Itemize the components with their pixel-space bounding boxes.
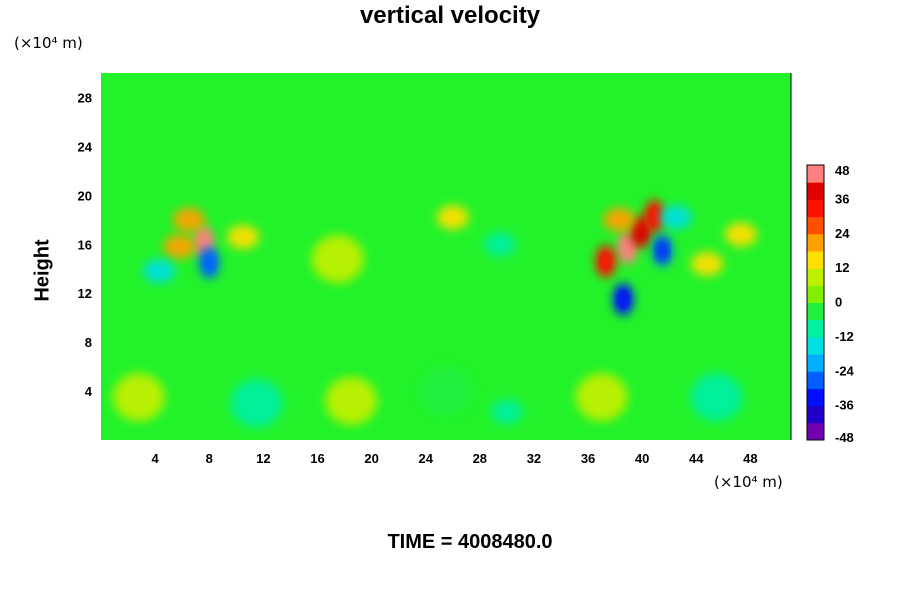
field-feature [595,245,616,278]
colorbar-tick-label: 48 [835,163,849,178]
field-feature [613,283,634,316]
field-feature [199,246,220,279]
colorbar-segment [807,405,824,424]
field-feature [484,232,517,257]
colorbar-segment [807,199,824,218]
field-feature [112,373,165,422]
colorbar [806,164,825,441]
colorbar-tick-label: -36 [835,398,854,413]
colorbar-segment [807,182,824,200]
field-feature [603,207,636,232]
y-tick-labels: 4 8 12 16 20 24 28 [78,90,93,399]
colorbar-segment [807,336,824,355]
y-tick-label: 12 [78,286,92,301]
colorbar-tick-label: 12 [835,260,849,275]
x-tick-label: 36 [581,451,595,466]
x-tick-label: 28 [473,451,487,466]
colorbar-segment [807,302,824,321]
colorbar-segment [807,216,824,235]
field-feature [227,224,260,249]
colorbar-tick-label: 36 [835,191,849,206]
time-label: TIME = 4008480.0 [387,531,553,553]
y-tick-label: 8 [85,335,92,350]
colorbar-segment [807,371,824,389]
y-tick-label: 28 [78,90,92,105]
colorbar-segment [807,268,824,286]
field-feature [575,373,628,422]
colorbar-segment [807,250,824,269]
colorbar-tick-label: -12 [835,329,854,344]
field-features [112,200,757,428]
colorbar-tick-labels: 48 36 24 12 0 -12 -24 -36 -48 [835,163,855,445]
colorbar-segment [807,354,824,372]
field-feature [172,207,205,232]
colorbar-tick-label: 0 [835,295,842,310]
y-tick-label: 4 [85,384,93,399]
x-tick-labels: 4 8 12 16 20 24 28 32 36 40 44 48 [152,451,758,466]
x-tick-label: 8 [206,451,213,466]
field-feature [311,234,364,283]
x-tick-label: 4 [152,451,160,466]
colorbar-tick-label: -24 [835,363,855,378]
y-tick-label: 24 [78,139,93,154]
x-tick-label: 16 [310,451,324,466]
colorbar-segment [807,319,824,338]
field-feature [660,205,692,230]
y-unit-label: (×10⁴ m) [14,34,83,52]
x-unit-label: (×10⁴ m) [714,473,783,491]
colorbar-tick-label: -48 [835,430,854,445]
field-feature [490,399,523,424]
field-feature [652,234,673,267]
field-feature [420,367,472,416]
x-tick-label: 48 [743,451,757,466]
colorbar-segment [807,165,824,183]
field-feature [644,200,665,233]
colorbar-segment [807,422,824,441]
field-feature [230,379,283,428]
field-feature [691,251,724,276]
field-feature [690,373,743,422]
colorbar-tick-label: 24 [835,226,850,241]
colorbar-segment [807,233,824,252]
x-tick-label: 32 [527,451,541,466]
x-tick-label: 44 [689,451,704,466]
colorbar-segment [807,388,824,407]
y-tick-label: 16 [78,237,92,252]
field-feature [724,222,757,247]
x-tick-label: 40 [635,451,649,466]
field-feature [143,259,176,284]
field-feature [163,234,196,259]
colorbar-segment [807,285,824,303]
field-feature [325,376,378,425]
chart-title: vertical velocity [359,2,541,29]
y-tick-label: 20 [78,188,92,203]
field-feature [436,205,469,230]
x-tick-label: 12 [256,451,270,466]
x-tick-label: 24 [418,451,433,466]
x-tick-label: 20 [364,451,378,466]
